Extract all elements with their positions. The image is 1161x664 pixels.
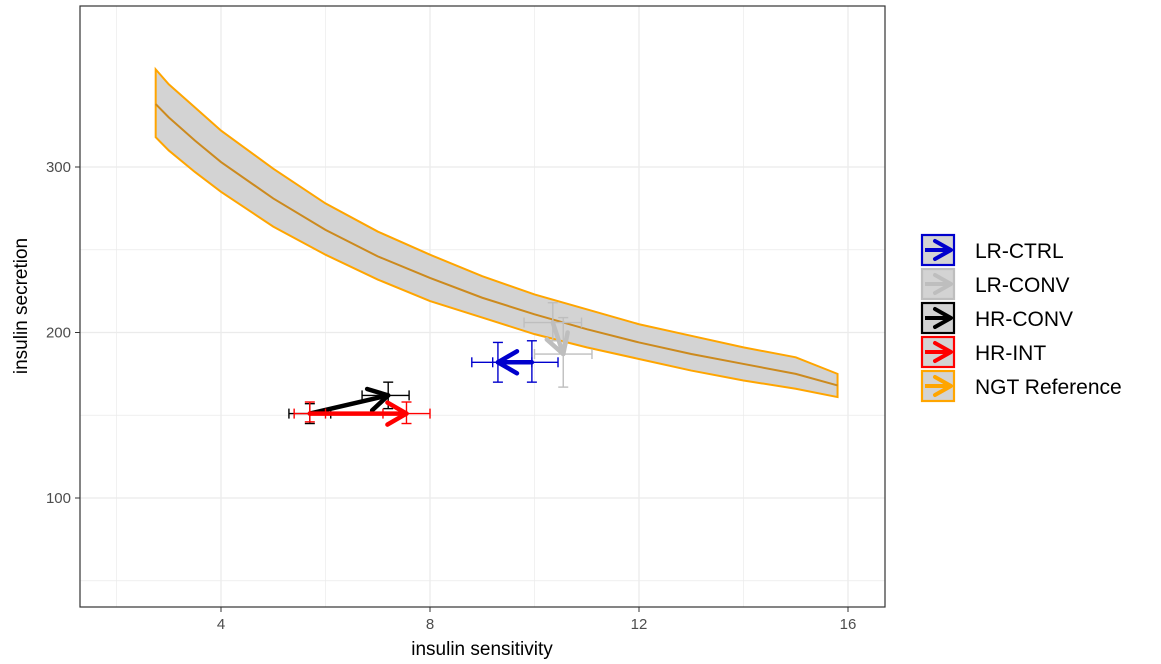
x-tick-label: 12 — [631, 616, 648, 633]
arrow-head — [544, 330, 570, 357]
legend-key — [920, 335, 956, 369]
x-tick-label: 4 — [217, 616, 225, 633]
legend-label: NGT Reference — [975, 376, 1122, 399]
legend-key-head — [933, 375, 953, 397]
panel-border — [79, 5, 886, 608]
series-marks — [288, 302, 593, 427]
series-lr-conv — [523, 302, 593, 388]
y-tick-label: 300 — [46, 159, 71, 176]
legend-key-head — [933, 341, 953, 363]
series-lr-ctrl — [471, 340, 559, 383]
x-axis-ticks: 4 8 12 16 — [217, 607, 857, 633]
grid-lines — [80, 6, 885, 607]
legend-key — [920, 301, 956, 335]
y-axis-title: insulin secretion — [11, 238, 32, 374]
reference-center-line — [154, 103, 838, 387]
x-tick-label: 8 — [426, 616, 434, 633]
legend-key — [920, 267, 956, 301]
legend-key-head — [933, 239, 953, 261]
legend: LR-CTRL LR-CONV HR-CONV HR-INT NGT Reference — [920, 233, 1122, 403]
legend-label: LR-CONV — [975, 274, 1070, 297]
legend-label: HR-INT — [975, 342, 1046, 365]
legend-key-head — [933, 273, 953, 295]
y-axis-ticks: 100 200 300 — [46, 159, 80, 507]
legend-label: HR-CONV — [975, 308, 1073, 331]
x-axis-title: insulin sensitivity — [411, 639, 553, 660]
x-tick-label: 16 — [840, 616, 857, 633]
arrow-head — [364, 386, 391, 413]
arrow-head — [385, 400, 409, 427]
reference-band — [154, 66, 839, 399]
legend-label: LR-CTRL — [975, 240, 1064, 263]
legend-key-head — [933, 307, 953, 329]
arrow-head — [495, 349, 520, 376]
arrow-shaft — [550, 320, 566, 357]
reference-band-area — [154, 66, 839, 399]
y-tick-label: 200 — [46, 325, 71, 342]
legend-key — [920, 369, 956, 403]
y-tick-label: 100 — [46, 490, 71, 507]
legend-key — [920, 233, 956, 267]
arrow-shaft — [307, 393, 391, 416]
series-hr-int — [293, 400, 431, 427]
